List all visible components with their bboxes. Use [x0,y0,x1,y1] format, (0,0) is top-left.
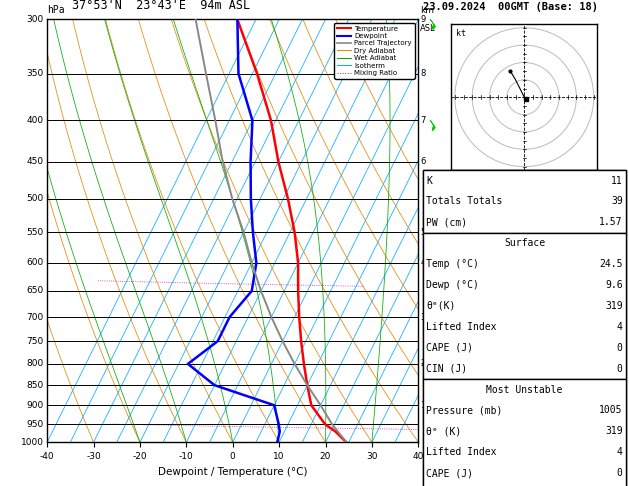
Text: CAPE (J): CAPE (J) [426,343,474,353]
X-axis label: Dewpoint / Temperature (°C): Dewpoint / Temperature (°C) [158,467,308,477]
Text: 1: 1 [420,401,425,410]
Text: K: K [426,175,432,186]
Text: 11: 11 [611,175,623,186]
Text: Lifted Index: Lifted Index [426,322,497,332]
Text: km: km [420,6,434,15]
Text: 319: 319 [605,426,623,436]
Text: 4: 4 [617,322,623,332]
Text: 450: 450 [26,157,43,166]
Text: θᵉ(K): θᵉ(K) [426,301,456,311]
Text: 39: 39 [611,196,623,207]
Text: 23.09.2024  00GMT (Base: 18): 23.09.2024 00GMT (Base: 18) [423,2,598,12]
Text: CIN (J): CIN (J) [426,364,467,374]
Text: 400: 400 [26,116,43,125]
Text: 37°53'N  23°43'E  94m ASL: 37°53'N 23°43'E 94m ASL [72,0,250,12]
Text: 1005: 1005 [599,405,623,416]
Text: Totals Totals: Totals Totals [426,196,503,207]
Text: 0: 0 [617,343,623,353]
Text: 9.6: 9.6 [605,280,623,290]
Text: 900: 900 [26,401,43,410]
Text: 6: 6 [420,157,425,166]
Text: 600: 600 [26,259,43,267]
Text: Mixing Ratio (g/kg): Mixing Ratio (g/kg) [438,194,447,267]
Text: Dewp (°C): Dewp (°C) [426,280,479,290]
Text: hPa: hPa [47,4,65,15]
Text: 300: 300 [26,15,43,24]
Text: 8: 8 [420,69,425,78]
Text: 700: 700 [26,312,43,322]
Text: CAPE (J): CAPE (J) [426,468,474,478]
Text: Pressure (mb): Pressure (mb) [426,405,503,416]
Text: 9: 9 [420,15,425,24]
Text: 24.5: 24.5 [599,259,623,269]
Legend: Temperature, Dewpoint, Parcel Trajectory, Dry Adiabat, Wet Adiabat, Isotherm, Mi: Temperature, Dewpoint, Parcel Trajectory… [334,23,415,79]
Text: θᵉ (K): θᵉ (K) [426,426,462,436]
Text: 1000: 1000 [21,438,43,447]
Text: 550: 550 [26,228,43,237]
Text: 650: 650 [26,286,43,295]
Text: 4: 4 [617,447,623,457]
Text: Temp (°C): Temp (°C) [426,259,479,269]
Text: 0: 0 [617,468,623,478]
Text: Most Unstable: Most Unstable [486,384,563,395]
Text: 500: 500 [26,194,43,203]
Text: Surface: Surface [504,238,545,248]
Text: kt: kt [456,29,465,38]
Text: 950: 950 [26,420,43,429]
Text: PW (cm): PW (cm) [426,217,467,227]
Text: 850: 850 [26,381,43,390]
Text: 0: 0 [617,364,623,374]
Text: -CL: -CL [420,359,433,368]
Text: 4: 4 [420,259,425,267]
Text: 319: 319 [605,301,623,311]
Text: 3: 3 [420,312,425,322]
Text: 2: 2 [420,359,425,368]
Text: 1.57: 1.57 [599,217,623,227]
Text: 750: 750 [26,337,43,346]
Text: 5: 5 [420,228,425,237]
Text: 350: 350 [26,69,43,78]
Text: ASL: ASL [420,24,436,33]
Text: 7: 7 [420,116,425,125]
Text: Lifted Index: Lifted Index [426,447,497,457]
Text: 800: 800 [26,359,43,368]
